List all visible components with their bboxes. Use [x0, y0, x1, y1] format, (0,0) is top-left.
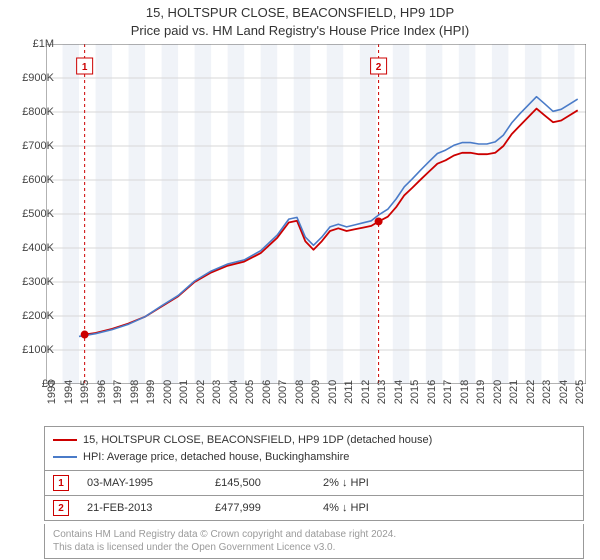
xtick-5: 1998 — [129, 380, 141, 404]
ytick-7: £700K — [22, 140, 54, 152]
ytick-4: £400K — [22, 242, 54, 254]
chart-area: 12 — [46, 44, 586, 384]
title-address: 15, HOLTSPUR CLOSE, BEACONSFIELD, HP9 1D… — [0, 4, 600, 22]
svg-text:1: 1 — [82, 62, 88, 73]
svg-text:2: 2 — [376, 62, 382, 73]
xtick-13: 2006 — [261, 380, 273, 404]
xtick-27: 2020 — [492, 380, 504, 404]
sale-row-0: 1 03-MAY-1995 £145,500 2% ↓ HPI — [44, 470, 584, 496]
xtick-15: 2008 — [294, 380, 306, 404]
ytick-9: £900K — [22, 72, 54, 84]
ytick-6: £600K — [22, 174, 54, 186]
title-subtitle: Price paid vs. HM Land Registry's House … — [0, 22, 600, 40]
legend-swatch-1 — [53, 456, 77, 458]
ytick-10: £1M — [33, 38, 54, 50]
legend-swatch-0 — [53, 439, 77, 441]
xtick-4: 1997 — [112, 380, 124, 404]
sale-price-1: £477,999 — [215, 502, 305, 514]
xtick-28: 2021 — [508, 380, 520, 404]
ytick-8: £800K — [22, 106, 54, 118]
sale-date-0: 03-MAY-1995 — [87, 477, 197, 489]
xtick-14: 2007 — [277, 380, 289, 404]
xtick-26: 2019 — [475, 380, 487, 404]
footer-line-1: Contains HM Land Registry data © Crown c… — [53, 528, 575, 541]
xtick-17: 2010 — [327, 380, 339, 404]
ytick-3: £300K — [22, 276, 54, 288]
xtick-30: 2023 — [541, 380, 553, 404]
xtick-0: 1993 — [46, 380, 58, 404]
xtick-25: 2018 — [459, 380, 471, 404]
sale-marker-1: 2 — [53, 500, 69, 516]
chart-svg: 12 — [46, 44, 586, 384]
xtick-1: 1994 — [63, 380, 75, 404]
xtick-18: 2011 — [343, 380, 355, 404]
legend-label-1: HPI: Average price, detached house, Buck… — [83, 449, 349, 466]
xtick-12: 2005 — [244, 380, 256, 404]
xtick-2: 1995 — [79, 380, 91, 404]
ytick-1: £100K — [22, 344, 54, 356]
xtick-31: 2024 — [558, 380, 570, 404]
sales-table: 1 03-MAY-1995 £145,500 2% ↓ HPI 2 21-FEB… — [44, 470, 584, 521]
sale-price-0: £145,500 — [215, 477, 305, 489]
xtick-9: 2002 — [195, 380, 207, 404]
legend-box: 15, HOLTSPUR CLOSE, BEACONSFIELD, HP9 1D… — [44, 426, 584, 471]
footer-line-2: This data is licensed under the Open Gov… — [53, 541, 575, 554]
footer-note: Contains HM Land Registry data © Crown c… — [44, 524, 584, 559]
sale-row-1: 2 21-FEB-2013 £477,999 4% ↓ HPI — [44, 496, 584, 521]
legend-row-0: 15, HOLTSPUR CLOSE, BEACONSFIELD, HP9 1D… — [53, 432, 575, 449]
xtick-24: 2017 — [442, 380, 454, 404]
xtick-8: 2001 — [178, 380, 190, 404]
ytick-2: £200K — [22, 310, 54, 322]
xtick-32: 2025 — [574, 380, 586, 404]
sale-delta-1: 4% ↓ HPI — [323, 502, 575, 514]
xtick-3: 1996 — [96, 380, 108, 404]
xtick-29: 2022 — [525, 380, 537, 404]
xtick-6: 1999 — [145, 380, 157, 404]
legend-row-1: HPI: Average price, detached house, Buck… — [53, 449, 575, 466]
sale-date-1: 21-FEB-2013 — [87, 502, 197, 514]
sale-marker-0: 1 — [53, 475, 69, 491]
xtick-7: 2000 — [162, 380, 174, 404]
xtick-21: 2014 — [393, 380, 405, 404]
xtick-22: 2015 — [409, 380, 421, 404]
sale-delta-0: 2% ↓ HPI — [323, 477, 575, 489]
xtick-10: 2003 — [211, 380, 223, 404]
xtick-20: 2013 — [376, 380, 388, 404]
xtick-19: 2012 — [360, 380, 372, 404]
ytick-5: £500K — [22, 208, 54, 220]
xtick-11: 2004 — [228, 380, 240, 404]
legend-label-0: 15, HOLTSPUR CLOSE, BEACONSFIELD, HP9 1D… — [83, 432, 432, 449]
title-block: 15, HOLTSPUR CLOSE, BEACONSFIELD, HP9 1D… — [0, 0, 600, 40]
xtick-16: 2009 — [310, 380, 322, 404]
chart-container: 15, HOLTSPUR CLOSE, BEACONSFIELD, HP9 1D… — [0, 0, 600, 560]
xtick-23: 2016 — [426, 380, 438, 404]
